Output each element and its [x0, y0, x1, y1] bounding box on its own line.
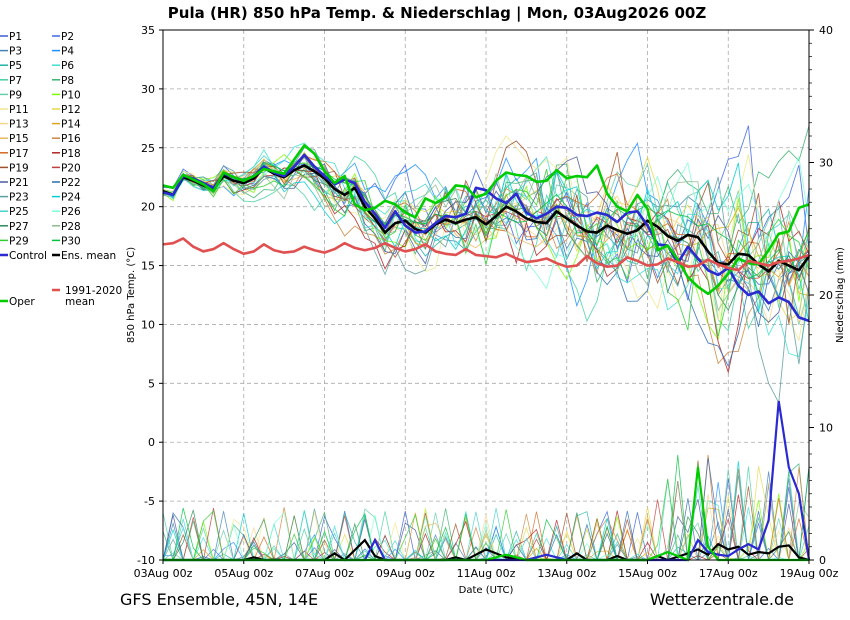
legend-label: Oper [9, 296, 35, 308]
series-line-1991-2020-mean [162, 237, 810, 272]
member-temp-line [162, 153, 810, 368]
legend-label: P17 [9, 148, 29, 160]
legend-label: P23 [9, 192, 29, 204]
y-tick-label: 25 [141, 142, 155, 155]
x-tick-label: 09Aug 00z [376, 567, 435, 580]
legend-label: P28 [61, 221, 81, 233]
precip-line-oper [163, 467, 809, 562]
legend-label: Ens. mean [61, 250, 116, 262]
legend-label: Control [9, 250, 47, 262]
y-tick-label: 20 [141, 201, 155, 214]
x-axis-label: Date (UTC) [459, 585, 514, 596]
x-tick-label: 19Aug 00z [780, 567, 839, 580]
legend-label: P16 [61, 133, 81, 145]
y-tick-label: 35 [141, 24, 155, 37]
legend-label: P7 [9, 75, 22, 87]
member-temp-line [162, 167, 810, 375]
legend-label: P22 [61, 177, 81, 189]
y2-tick-label: 0 [819, 554, 826, 567]
y2-tick-label: 40 [819, 24, 833, 37]
legend-label: P2 [61, 31, 74, 43]
y-axis-label: 850 hPa Temp. (°C) [126, 247, 137, 343]
y-tick-label: 5 [148, 377, 155, 390]
footer-right: Wetterzentrale.de [650, 590, 794, 609]
member-temp-line [162, 155, 810, 332]
grid [163, 30, 809, 560]
legend-label: P25 [9, 206, 29, 218]
legend-label: P3 [9, 46, 22, 58]
x-tick-label: 07Aug 00z [295, 567, 354, 580]
legend-label: P10 [61, 89, 81, 101]
legend-label: P30 [61, 235, 81, 247]
legend-label: P14 [61, 119, 81, 131]
legend-label: P15 [9, 133, 29, 145]
legend-label: P12 [61, 104, 81, 116]
legend-label: P19 [9, 162, 29, 174]
y2-axis-label: Niederschlag (mm) [835, 247, 846, 343]
x-tick-label: 13Aug 00z [537, 567, 596, 580]
legend-label: P6 [61, 60, 74, 72]
y-tick-label: -5 [144, 495, 155, 508]
member-temp-line [162, 135, 810, 342]
legend-label: P18 [61, 148, 81, 160]
legend-label: P24 [61, 192, 81, 204]
y2-tick-label: 10 [819, 422, 833, 435]
legend-label: P20 [61, 162, 81, 174]
legend-label: P8 [61, 75, 74, 87]
y-tick-label: 30 [141, 83, 155, 96]
legend-label: P4 [61, 46, 74, 58]
legend-label: P21 [9, 177, 29, 189]
x-tick-label: 17Aug 00z [699, 567, 758, 580]
legend-label: 1991-2020 mean [65, 285, 122, 308]
legend-label: P27 [9, 221, 29, 233]
member-temp-line [162, 155, 810, 287]
x-tick-label: 05Aug 00z [214, 567, 273, 580]
legend-label: P5 [9, 60, 22, 72]
member-temp-line [162, 168, 810, 337]
legend: P1 P2 P3 P4 P5 P6 P7 P8 P9 P10 P11 P12 P13 P14 P15 P16 P… [0, 31, 122, 308]
legend-label: P26 [61, 206, 81, 218]
legend-label: P1 [9, 31, 22, 43]
x-tick-label: 15Aug 00z [618, 567, 677, 580]
footer-left: GFS Ensemble, 45N, 14E [120, 590, 318, 609]
y-tick-label: 0 [148, 436, 155, 449]
legend-label: P11 [9, 104, 29, 116]
y2-tick-label: 20 [819, 289, 833, 302]
member-temp-line [162, 162, 810, 279]
y-tick-label: 15 [141, 260, 155, 273]
y2-tick-label: 30 [819, 157, 833, 170]
legend-label: P13 [9, 119, 29, 131]
series-line-oper [162, 144, 810, 296]
chart-title: Pula (HR) 850 hPa Temp. & Niederschlag |… [168, 4, 707, 23]
x-tick-label: 03Aug 00z [134, 567, 193, 580]
y-tick-label: 10 [141, 318, 155, 331]
x-tick-label: 11Aug 00z [457, 567, 516, 580]
legend-label: P29 [9, 235, 29, 247]
axes: -10 -5 0 5 10 15 20 25 30 35 03Aug 00z 05Aug 00z 07A… [134, 24, 839, 580]
y-tick-label: -10 [137, 554, 155, 567]
legend-label: P9 [9, 89, 22, 101]
